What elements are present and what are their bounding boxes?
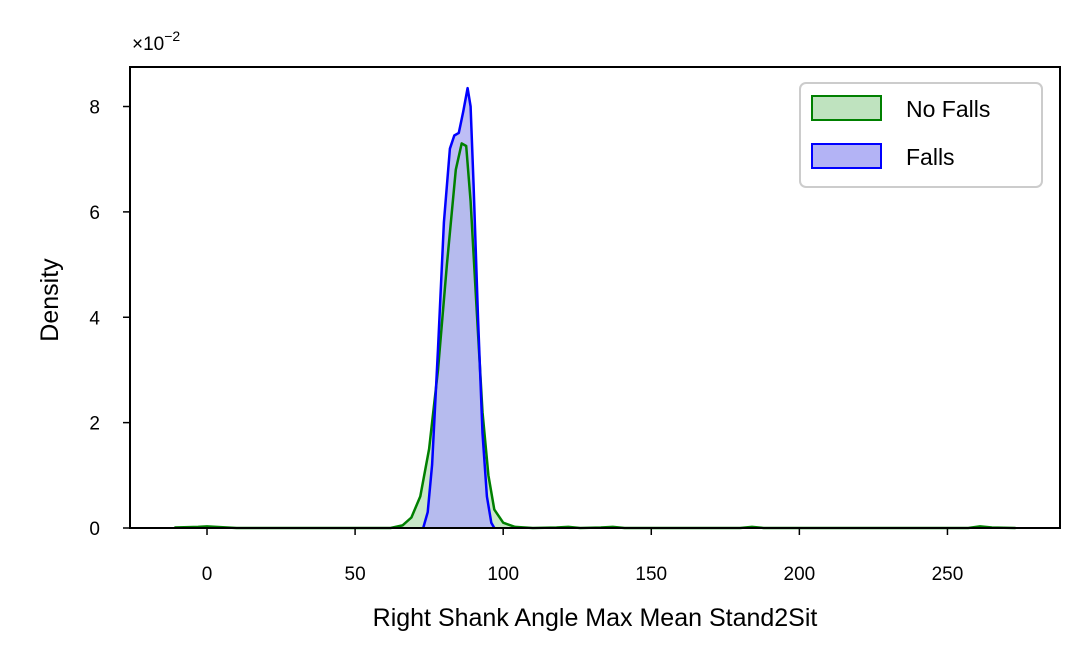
- y-tick-label: 8: [89, 98, 100, 119]
- y-tick-label: 2: [89, 414, 100, 435]
- legend-label-falls: Falls: [906, 144, 955, 170]
- y-axis-label: Density: [36, 258, 64, 342]
- area-no-falls: [174, 143, 1016, 528]
- x-tick-label: 250: [932, 564, 964, 585]
- x-tick-label: 150: [635, 564, 667, 585]
- legend-swatch-no-falls: [811, 95, 882, 121]
- plot-frame: [129, 66, 1061, 529]
- x-tick-label: 50: [345, 564, 366, 585]
- y-offset-exponent: −2: [164, 28, 180, 44]
- y-tick-label: 4: [89, 308, 100, 329]
- x-tick-label: 200: [784, 564, 816, 585]
- x-axis: 0 50 100 150 200 250: [202, 528, 964, 585]
- line-no-falls: [174, 142, 1016, 530]
- y-axis: 0 2 4 6 8: [89, 98, 130, 540]
- x-tick-label: 100: [487, 564, 519, 585]
- line-falls: [421, 86, 496, 529]
- density-areas: [174, 88, 1016, 528]
- y-offset-label: ×10−2: [132, 28, 180, 55]
- legend-label-no-falls: No Falls: [906, 96, 990, 122]
- legend-swatch-falls: [811, 143, 882, 169]
- x-tick-label: 0: [202, 564, 213, 585]
- x-axis-label: Right Shank Angle Max Mean Stand2Sit: [373, 604, 818, 632]
- legend: No Falls Falls: [799, 82, 1043, 188]
- y-tick-label: 0: [89, 519, 100, 540]
- area-falls: [423, 88, 495, 528]
- y-tick-label: 6: [89, 203, 100, 224]
